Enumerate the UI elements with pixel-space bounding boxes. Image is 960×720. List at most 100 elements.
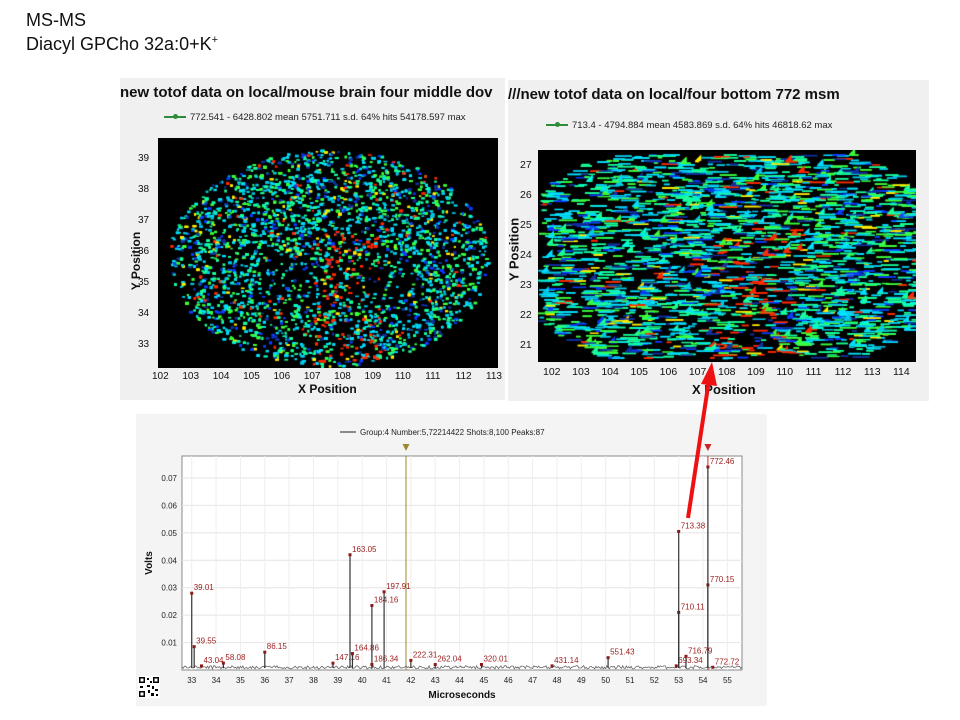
x-tick-label: 40 (358, 676, 367, 685)
y-tick-label: 0.06 (161, 501, 177, 510)
x-tick-label: 36 (260, 676, 269, 685)
spectrum-peak-label: 58.08 (225, 653, 246, 662)
cursor-marker-icon (704, 444, 711, 451)
x-tick-label: 109 (747, 366, 765, 378)
x-tick-label: 109 (365, 371, 382, 382)
x-tick-label: 42 (406, 676, 415, 685)
ion-image-right-xlabel: X Position (692, 382, 756, 397)
x-tick-label: 107 (689, 366, 707, 378)
spectrum-peak-label: 222.31 (413, 650, 438, 659)
spectrum-legend: Group:4 Number:5,72214422 Shots:8,100 Pe… (360, 428, 545, 437)
x-tick-label: 108 (718, 366, 736, 378)
x-tick-label: 106 (273, 371, 290, 382)
spectrum-xlabel: Microseconds (428, 690, 496, 701)
spectrum-peak-label: 186.34 (374, 655, 399, 664)
spectrum-peak-label: 39.01 (194, 583, 215, 592)
x-tick-label: 41 (382, 676, 391, 685)
x-tick-label: 48 (553, 676, 562, 685)
y-tick-label: 24 (520, 249, 532, 261)
legend-marker-icon (164, 116, 186, 118)
y-tick-label: 0.04 (161, 556, 177, 565)
spectrum-peak-label: 39.55 (196, 637, 217, 646)
x-tick-label: 34 (212, 676, 221, 685)
x-tick-label: 103 (572, 366, 590, 378)
spectrum-peak-label: 262.04 (437, 655, 462, 664)
x-tick-label: 111 (806, 366, 822, 378)
ion-image-right-heatmap (538, 150, 916, 362)
y-tick-label: 34 (138, 308, 149, 319)
spectrum-peak-label: 770.15 (710, 575, 735, 584)
spectrum-peak-label: 713.38 (681, 521, 706, 530)
ion-image-right-legend: 713.4 - 4794.884 mean 4583.869 s.d. 64% … (546, 120, 832, 131)
x-tick-label: 55 (723, 676, 732, 685)
x-tick-label: 106 (660, 366, 678, 378)
x-tick-label: 50 (601, 676, 610, 685)
y-tick-label: 37 (138, 215, 149, 226)
slide-title-line1: MS-MS (26, 8, 218, 32)
spectrum-peak-label: 147.16 (335, 653, 360, 662)
x-tick-label: 108 (334, 371, 351, 382)
spectrum-peak-label: 772.46 (710, 457, 735, 466)
y-tick-label: 39 (138, 153, 149, 164)
ion-image-right-ylabel: Y Position (508, 213, 522, 287)
slide-title-line2: Diacyl GPCho 32a:0+K+ (26, 32, 218, 56)
spectrum-peak-label: 43.04 (203, 656, 224, 665)
slide-title-line2-text: Diacyl GPCho 32a:0+K (26, 34, 212, 54)
spectrum-peak-label: 693.34 (678, 656, 703, 665)
x-tick-label: 114 (893, 366, 910, 378)
x-tick-label: 112 (835, 366, 852, 378)
x-tick-label: 105 (243, 371, 260, 382)
y-tick-label: 33 (138, 339, 149, 350)
x-tick-label: 110 (395, 371, 411, 382)
spectrum-peak-label: 197.91 (386, 582, 411, 591)
spectrum-chart[interactable]: 0.01 0.02 0.03 0.04 0.05 0.06 0.07 33 34 35 36 37 38… (136, 414, 767, 706)
y-tick-label: 0.05 (161, 529, 177, 538)
y-tick-label: 22 (520, 309, 532, 321)
ion-image-right-legend-text: 713.4 - 4794.884 mean 4583.869 s.d. 64% … (572, 120, 832, 131)
x-tick-label: 45 (479, 676, 488, 685)
ion-image-left-plot[interactable] (158, 138, 498, 368)
y-tick-label: 0.01 (161, 639, 177, 648)
spectrum-peak-label: 184.16 (374, 596, 399, 605)
slide-title-superscript: + (212, 34, 218, 46)
y-tick-label: 25 (520, 219, 532, 231)
x-tick-label: 33 (187, 676, 196, 685)
x-tick-label: 113 (864, 366, 881, 378)
spectrum-peak-label: 716.79 (688, 646, 713, 655)
x-tick-label: 111 (425, 371, 440, 382)
x-tick-label: 44 (455, 676, 464, 685)
x-tick-label: 107 (304, 371, 321, 382)
spectrum-peak-label: 86.15 (267, 642, 288, 651)
spectrum-peak-label: 772.72 (715, 657, 740, 666)
y-tick-label: 21 (520, 339, 532, 351)
cursor-marker-icon (403, 444, 410, 451)
x-tick-label: 53 (674, 676, 683, 685)
spectrum-peak-label: 431.14 (554, 656, 579, 665)
spectrum-plot-area (182, 456, 742, 670)
y-tick-label: 38 (138, 184, 149, 195)
slide-title: MS-MS Diacyl GPCho 32a:0+K+ (26, 8, 218, 56)
legend-marker-icon (546, 124, 568, 126)
x-tick-label: 43 (431, 676, 440, 685)
x-tick-label: 102 (152, 371, 169, 382)
spectrum-peak-label: 164.86 (354, 644, 379, 653)
ion-image-left-heatmap (158, 138, 498, 368)
x-tick-label: 51 (626, 676, 635, 685)
x-tick-label: 47 (528, 676, 537, 685)
y-tick-label: 0.07 (161, 474, 177, 483)
spectrum-peak-label: 551.43 (610, 648, 635, 657)
spectrum-panel: 0.01 0.02 0.03 0.04 0.05 0.06 0.07 33 34 35 36 37 38… (136, 414, 767, 706)
x-tick-label: 112 (456, 371, 472, 382)
ion-image-panel-right: ///new totof data on local/four bottom 7… (508, 80, 929, 401)
x-tick-label: 105 (631, 366, 649, 378)
y-tick-label: 23 (520, 279, 532, 291)
y-tick-label: 0.03 (161, 584, 177, 593)
x-tick-label: 39 (333, 676, 342, 685)
ion-image-right-plot[interactable] (538, 150, 916, 362)
x-tick-label: 113 (486, 371, 502, 382)
ion-image-left-title: new totof data on local/mouse brain four… (120, 84, 493, 101)
x-tick-label: 52 (650, 676, 659, 685)
spectrum-peak-label: 163.05 (352, 545, 377, 554)
qr-code-icon (138, 676, 160, 698)
x-tick-label: 102 (543, 366, 561, 378)
